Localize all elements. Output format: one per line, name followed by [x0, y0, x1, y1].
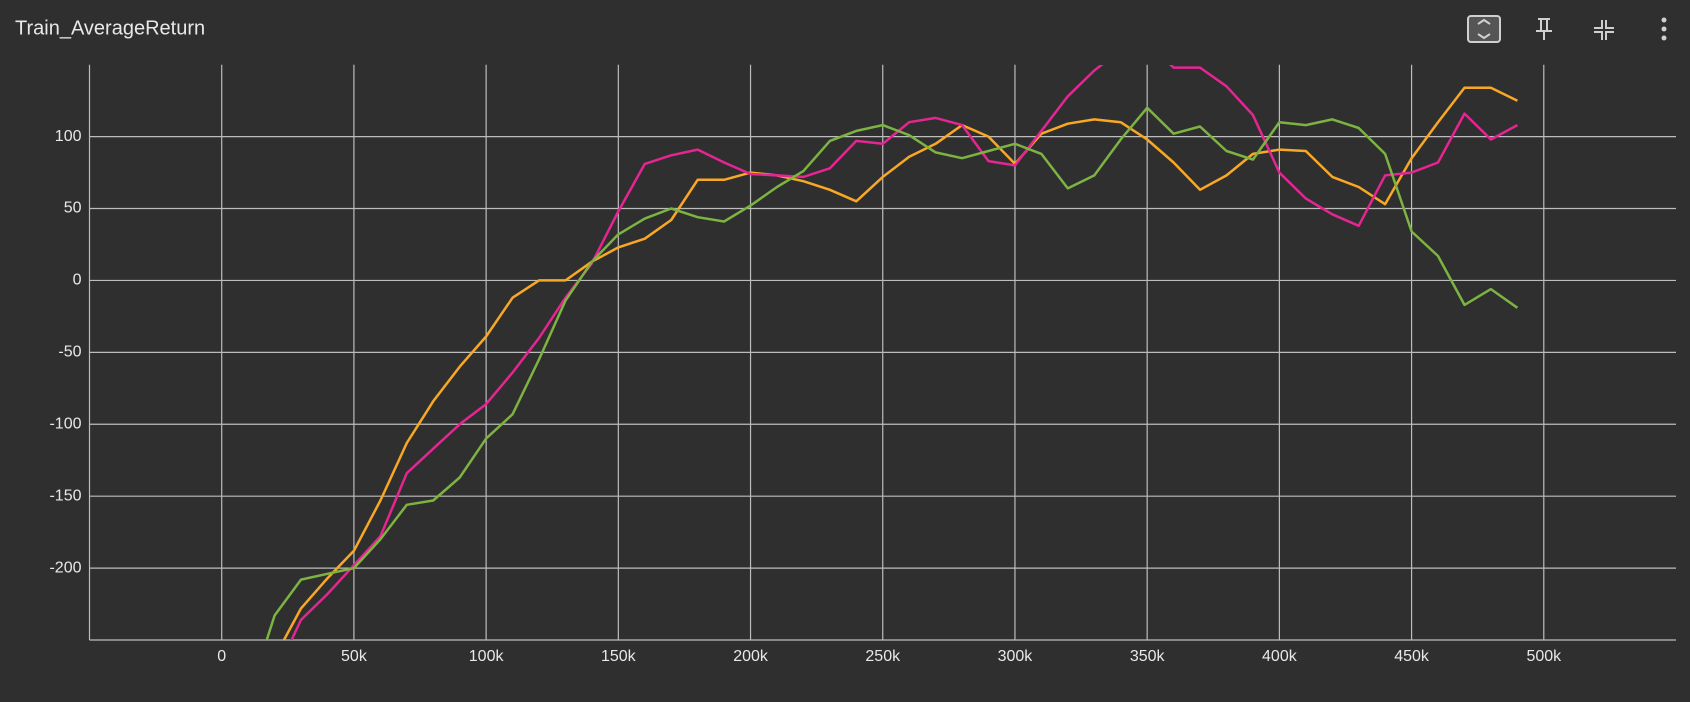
y-tick-label: 0: [73, 272, 82, 289]
x-tick-label: 100k: [469, 648, 505, 665]
x-tick-label: 250k: [865, 648, 901, 665]
x-tick-label: 50k: [341, 648, 368, 665]
x-tick-label: 450k: [1394, 648, 1430, 665]
more-button[interactable]: [1661, 17, 1667, 41]
series-line: [290, 65, 1518, 640]
pin-button[interactable]: [1536, 18, 1552, 40]
x-tick-label: 350k: [1130, 648, 1166, 665]
y-tick-label: -50: [58, 344, 81, 361]
collapse-button[interactable]: [1594, 20, 1614, 40]
y-tick-label: -100: [49, 415, 81, 432]
x-tick-label: 300k: [998, 648, 1034, 665]
toolbar: [1467, 15, 1667, 43]
y-tick-label: -150: [49, 487, 81, 504]
y-tick-label: -200: [49, 559, 81, 576]
plot-area: [265, 65, 1519, 640]
fit-domain-button[interactable]: [1467, 15, 1501, 43]
x-tick-label: 400k: [1262, 648, 1298, 665]
y-tick-label: 50: [64, 200, 82, 217]
x-tick-label: 0: [217, 648, 226, 665]
series-line: [265, 106, 1519, 640]
x-tick-label: 150k: [601, 648, 637, 665]
y-tick-label: 100: [55, 128, 82, 145]
x-tick-label: 500k: [1526, 648, 1562, 665]
series-line: [282, 86, 1518, 640]
x-tick-label: 200k: [733, 648, 769, 665]
chart-title: Train_AverageReturn: [15, 17, 205, 39]
